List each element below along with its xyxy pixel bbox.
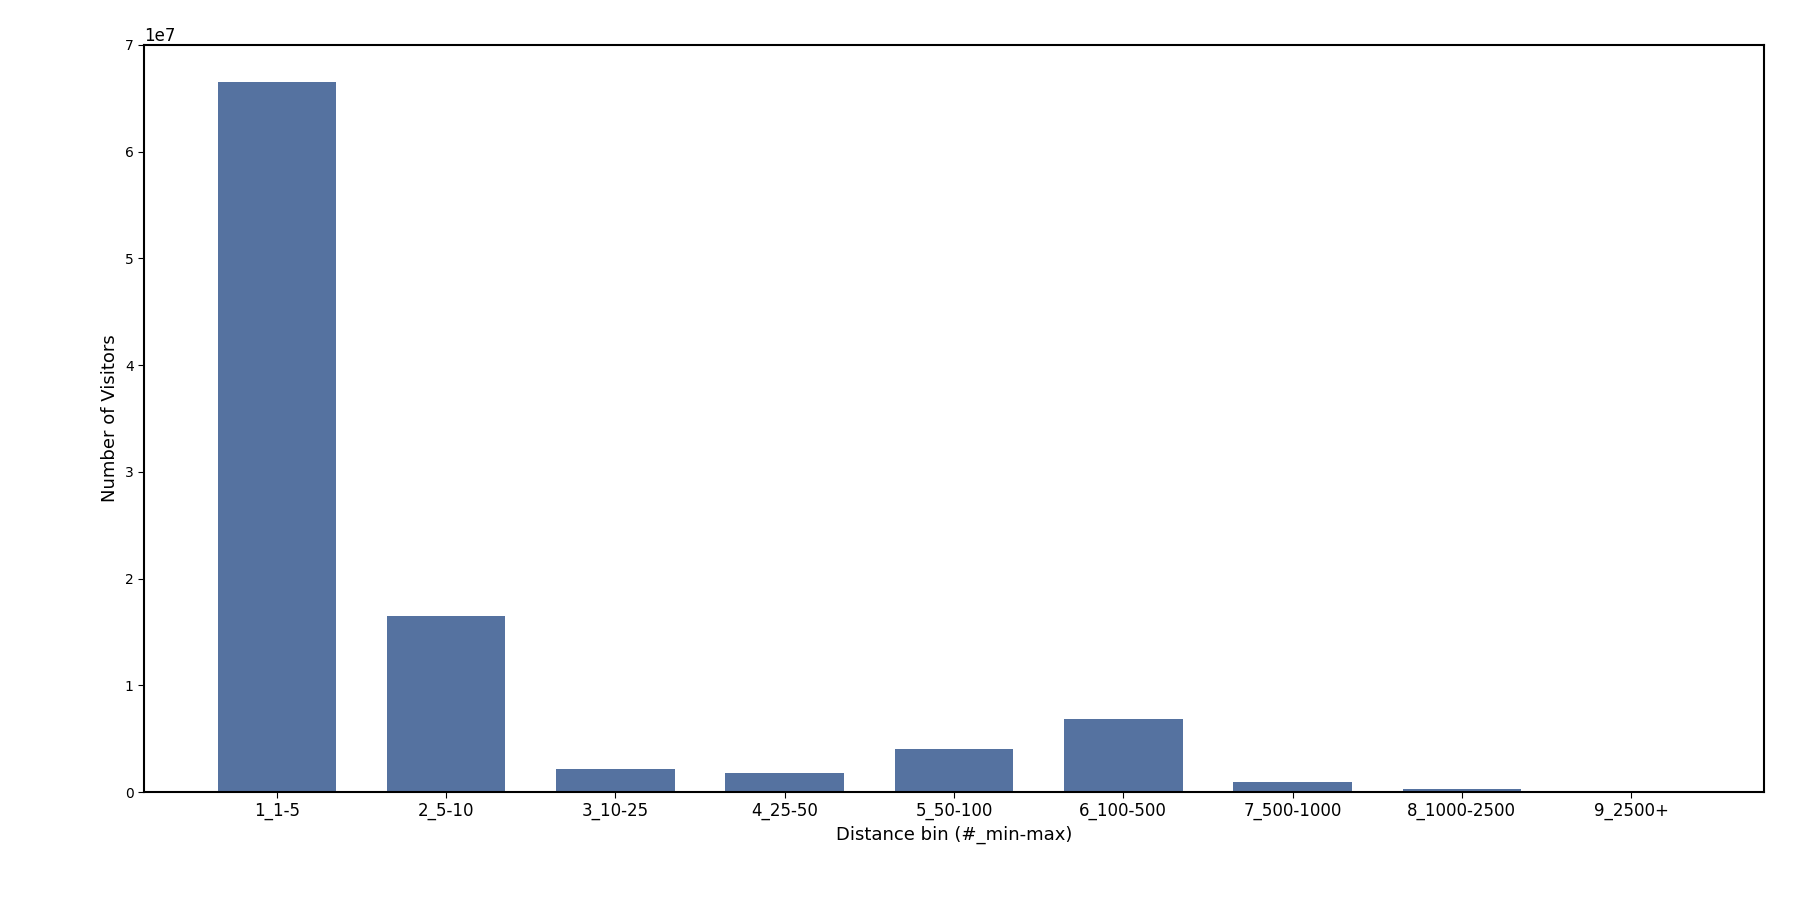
Bar — [895, 750, 1013, 792]
Bar — [1233, 782, 1352, 792]
Bar — [1402, 788, 1521, 792]
X-axis label: Distance bin (#_min-max): Distance bin (#_min-max) — [835, 826, 1073, 844]
Bar — [556, 769, 675, 792]
Bar — [1064, 719, 1183, 792]
Y-axis label: Number of Visitors: Number of Visitors — [101, 335, 119, 502]
Bar — [387, 616, 506, 792]
Bar — [725, 773, 844, 792]
Bar — [218, 83, 337, 792]
